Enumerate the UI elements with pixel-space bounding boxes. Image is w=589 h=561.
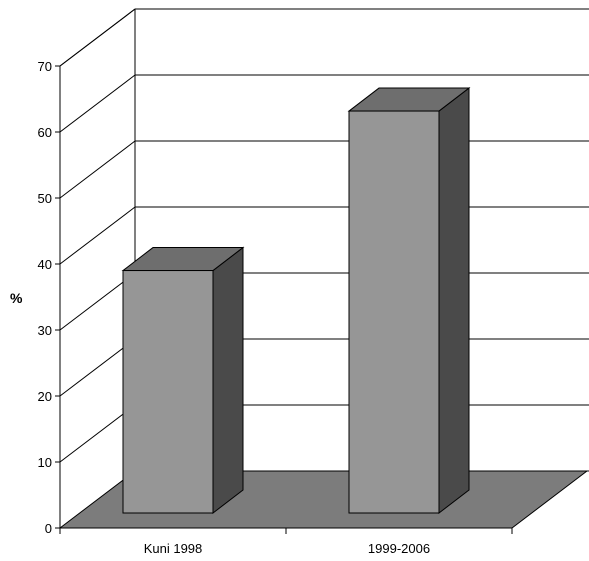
bar-side: [212, 246, 244, 515]
gridline-side: [59, 74, 136, 133]
y-tick-label: 60: [38, 125, 52, 140]
gridline-side: [59, 206, 136, 265]
y-axis-title: %: [10, 290, 23, 306]
bars: [121, 87, 471, 515]
bar: [348, 110, 440, 514]
axes: [55, 65, 513, 534]
x-category-label: Kuni 1998: [144, 541, 203, 556]
y-tick-label: 40: [38, 257, 52, 272]
y-tick-label: 70: [38, 59, 52, 74]
side-wall-top: [59, 8, 136, 67]
y-tick-label: 10: [38, 455, 52, 470]
y-tick-label: 50: [38, 191, 52, 206]
y-tick-label: 20: [38, 389, 52, 404]
bar-side: [438, 87, 470, 515]
x-category-label: 1999-2006: [368, 541, 430, 556]
gridline-side: [59, 140, 136, 199]
labels: 0 10 20 30 40 50 60 70 Kuni 1998 1999-2006: [38, 59, 431, 556]
y-tick-label: 30: [38, 323, 52, 338]
bar: [122, 270, 214, 514]
y-tick-label: 0: [45, 521, 52, 536]
